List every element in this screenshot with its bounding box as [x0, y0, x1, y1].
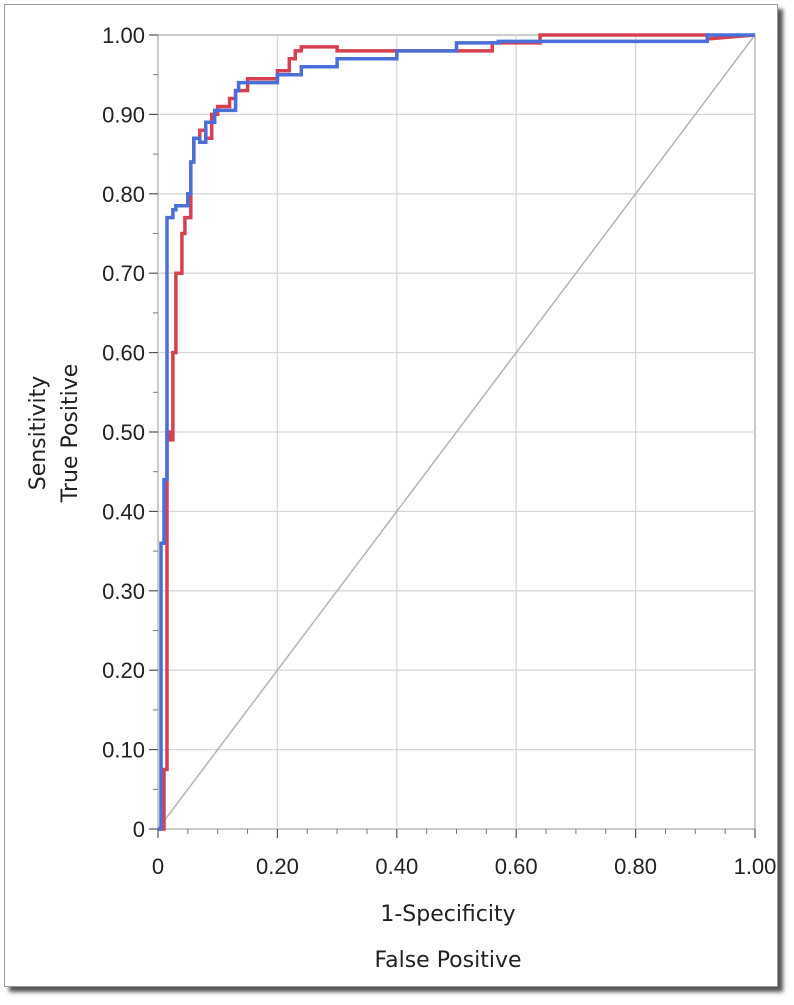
x-axis-title-line-1: 1-Specificity	[380, 902, 515, 927]
y-tick-label-6: 0.60	[102, 341, 145, 366]
x-tick-label-0: 0	[152, 854, 164, 879]
x-axis-title-line-2: False Positive	[374, 948, 521, 973]
y-tick-label-8: 0.80	[102, 182, 145, 207]
y-axis: 0 0.10 0.20 0.30 0.40 0.50 0.60 0.70 0.80 0.90 1.0…	[102, 23, 158, 842]
y-tick-label-10: 1.00	[102, 23, 145, 48]
y-tick-label-0: 0	[133, 817, 145, 842]
x-tick-label-2: 0.40	[375, 854, 418, 879]
x-tick-label-1: 0.20	[256, 854, 299, 879]
reference-line-group	[157, 34, 756, 830]
y-tick-label-1: 0.10	[102, 738, 145, 763]
x-tick-label-5: 1.00	[734, 854, 777, 879]
y-axis-title: Sensitivity True Positive	[26, 364, 83, 504]
y-tick-label-9: 0.90	[102, 102, 145, 127]
y-tick-label-7: 0.70	[102, 261, 145, 286]
series-group	[158, 33, 756, 831]
reference-diagonal-line	[157, 34, 756, 830]
roc-chart: 0 0.10 0.20 0.30 0.40 0.50 0.60 0.70 0.80 0.90 1.0…	[26, 23, 777, 973]
y-tick-label-4: 0.40	[102, 499, 145, 524]
chart-frame: 0 0.10 0.20 0.30 0.40 0.50 0.60 0.70 0.80 0.90 1.0…	[4, 4, 778, 987]
y-axis-title-line-2: True Positive	[58, 364, 83, 504]
x-axis: 0 0.20 0.40 0.60 0.80 1.00	[152, 829, 777, 879]
x-tick-label-3: 0.60	[495, 854, 538, 879]
y-tick-label-2: 0.20	[102, 658, 145, 683]
x-tick-label-4: 0.80	[614, 854, 657, 879]
y-tick-label-3: 0.30	[102, 579, 145, 604]
y-tick-label-5: 0.50	[102, 420, 145, 445]
y-axis-title-line-1: Sensitivity	[26, 376, 51, 491]
roc-series-line-2	[158, 33, 755, 831]
